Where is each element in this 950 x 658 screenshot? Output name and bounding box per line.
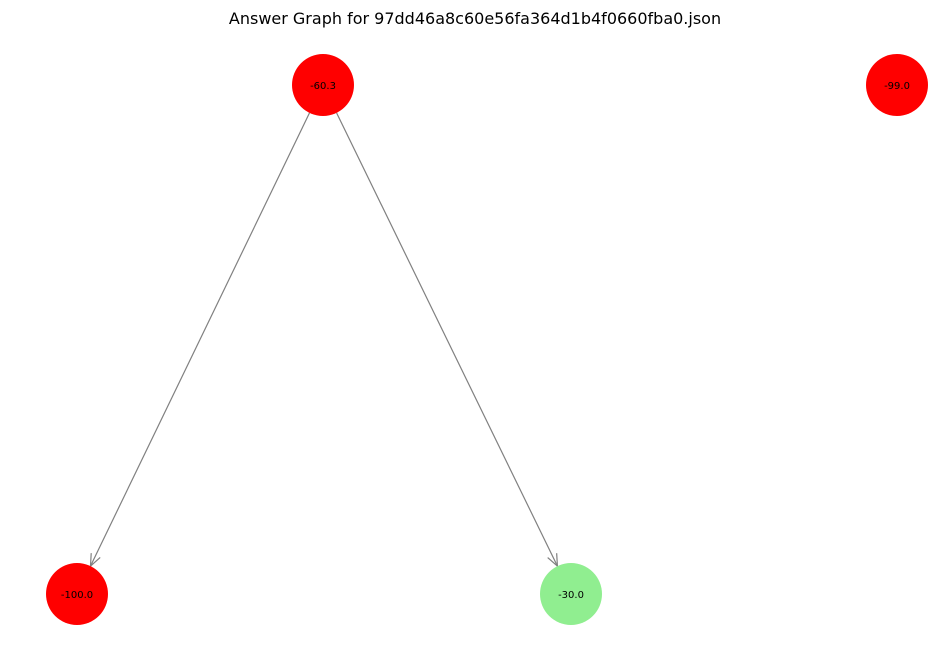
node-circle <box>540 563 602 625</box>
nodes-layer: -60.3 -99.0 -100.0 -30.0 <box>46 54 928 625</box>
node-circle <box>292 54 354 116</box>
edge-n1-n3 <box>89 112 311 567</box>
graph-node: -30.0 <box>540 563 602 625</box>
node-label: -100.0 <box>61 590 93 601</box>
node-circle <box>46 563 108 625</box>
node-circle <box>866 54 928 116</box>
edge-n1-n4 <box>336 112 558 567</box>
node-label: -60.3 <box>310 81 336 92</box>
edges-layer <box>89 112 559 568</box>
node-label: -30.0 <box>558 590 584 601</box>
graph-node: -100.0 <box>46 563 108 625</box>
edge-arrowhead-n3 <box>89 553 101 568</box>
node-label: -99.0 <box>884 81 910 92</box>
graph-title: Answer Graph for 97dd46a8c60e56fa364d1b4… <box>229 9 721 28</box>
graph-node: -99.0 <box>866 54 928 116</box>
graph-node: -60.3 <box>292 54 354 116</box>
